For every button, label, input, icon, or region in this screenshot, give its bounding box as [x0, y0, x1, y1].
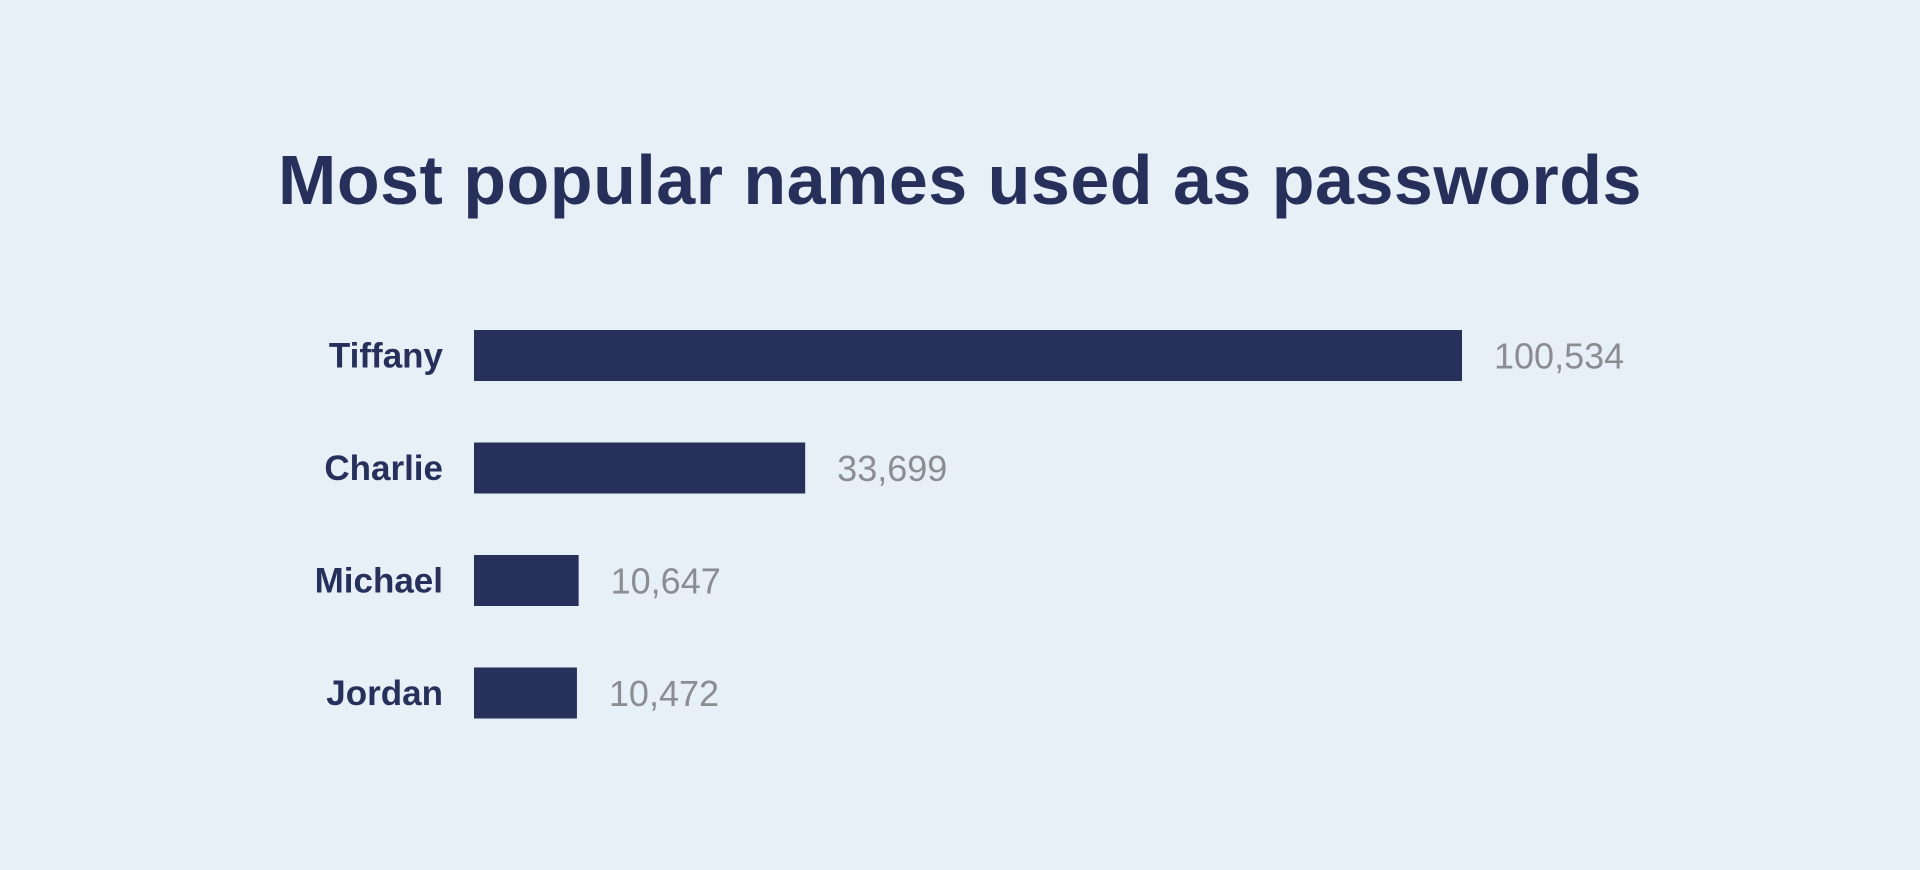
chart-title: Most popular names used as passwords	[278, 141, 1642, 219]
bar-tiffany	[474, 330, 1462, 381]
value-label: 10,472	[609, 673, 719, 714]
category-label: Michael	[315, 562, 443, 601]
category-label: Tiffany	[329, 337, 444, 376]
value-label: 100,534	[1494, 336, 1624, 377]
bar-charlie	[474, 442, 806, 494]
value-label: 10,647	[611, 561, 721, 602]
bar-jordan	[474, 667, 577, 719]
category-label: Jordan	[326, 674, 443, 713]
category-label: Charlie	[324, 449, 443, 488]
bar-michael	[474, 555, 579, 606]
value-label: 33,699	[837, 448, 947, 489]
